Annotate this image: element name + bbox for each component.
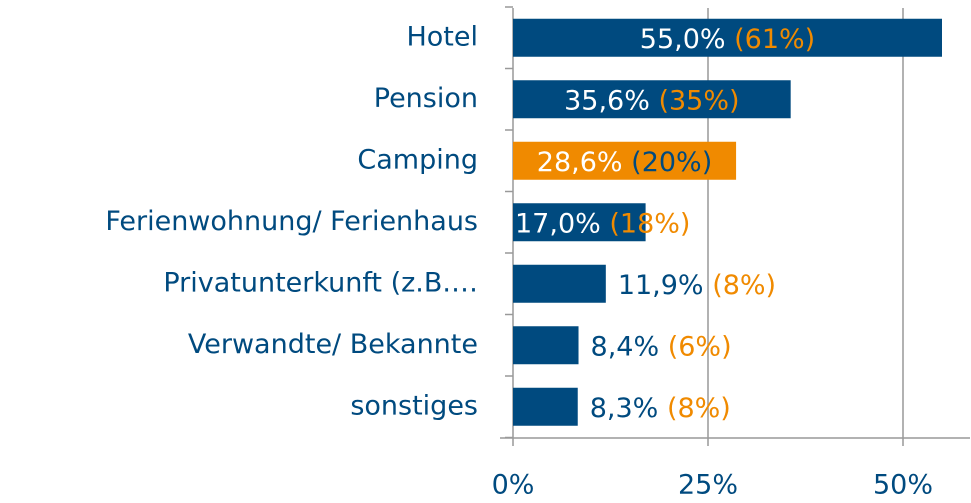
value-label: 35,6% <box>564 85 650 116</box>
y-tick-label: Verwandte/ Bekannte <box>188 329 478 360</box>
x-tick-label: 25% <box>678 470 738 501</box>
value-label: 17,0% <box>515 208 601 239</box>
comparison-label: (35%) <box>658 85 739 116</box>
x-tick-label: 50% <box>873 470 933 501</box>
data-label: 55,0% (61%) <box>640 23 815 54</box>
bar <box>513 264 606 303</box>
data-label: 35,6% (35%) <box>564 85 739 116</box>
bar <box>513 387 578 426</box>
comparison-label: (8%) <box>712 269 776 300</box>
value-label: 8,3% <box>590 392 659 423</box>
comparison-label: (20%) <box>631 146 712 177</box>
bar <box>513 80 791 119</box>
bar <box>513 326 579 365</box>
y-tick-label: Privatunterkunft (z.B.… <box>163 267 478 298</box>
comparison-label: (6%) <box>668 331 732 362</box>
y-tick-label: Camping <box>357 144 478 175</box>
bar <box>513 203 646 242</box>
data-label: 17,0% (18%) <box>515 208 690 239</box>
y-tick-label: sonstiges <box>350 390 478 421</box>
value-label: 55,0% <box>640 23 726 54</box>
bar <box>513 141 737 180</box>
bar <box>513 18 942 57</box>
data-label: 11,9% (8%) <box>618 269 776 300</box>
y-tick-label: Hotel <box>406 21 478 52</box>
comparison-label: (8%) <box>667 392 731 423</box>
data-label: 8,4% (6%) <box>591 331 732 362</box>
data-label: 8,3% (8%) <box>590 392 731 423</box>
value-label: 8,4% <box>591 331 660 362</box>
value-label: 11,9% <box>618 269 704 300</box>
y-tick-label: Pension <box>374 83 478 114</box>
x-tick-label: 0% <box>492 470 535 501</box>
comparison-label: (61%) <box>734 23 815 54</box>
comparison-label: (18%) <box>609 208 690 239</box>
y-tick-label: Ferienwohnung/ Ferienhaus <box>105 206 478 237</box>
data-label: 28,6% (20%) <box>537 146 712 177</box>
value-label: 28,6% <box>537 146 623 177</box>
